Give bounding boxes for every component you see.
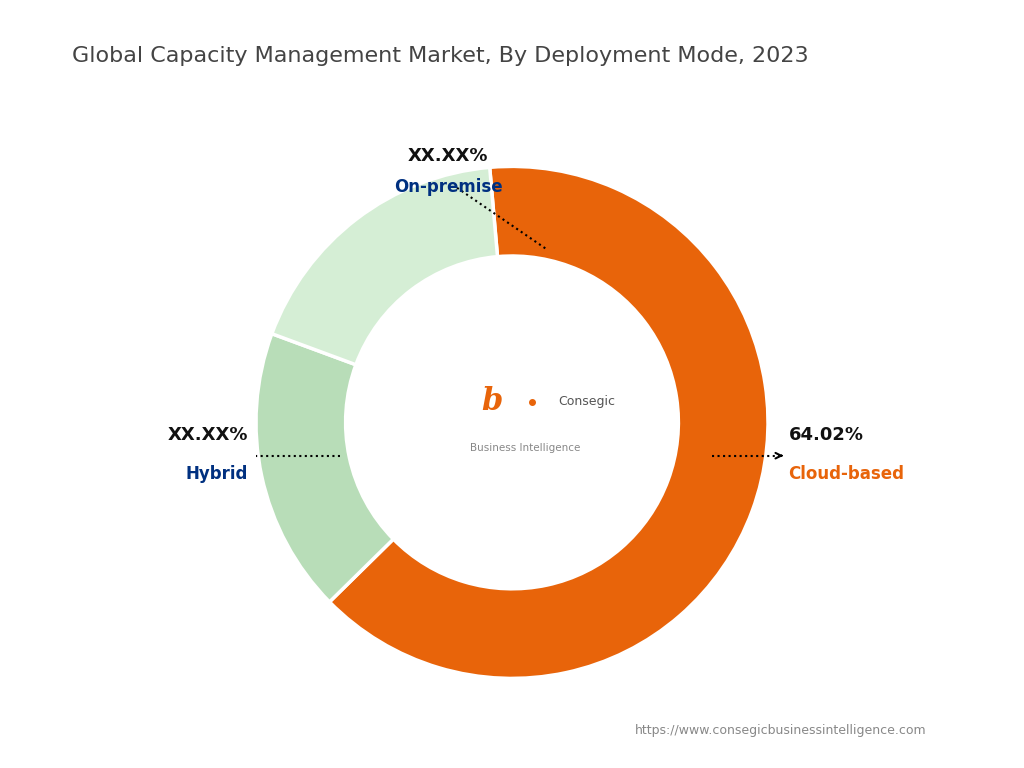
- Text: Global Capacity Management Market, By Deployment Mode, 2023: Global Capacity Management Market, By De…: [72, 46, 808, 66]
- Text: 64.02%: 64.02%: [788, 426, 863, 444]
- Text: Cloud-based: Cloud-based: [788, 465, 904, 482]
- Wedge shape: [256, 334, 393, 602]
- Text: https://www.consegicbusinessintelligence.com: https://www.consegicbusinessintelligence…: [635, 724, 927, 737]
- Wedge shape: [271, 167, 498, 365]
- Text: Hybrid: Hybrid: [186, 465, 249, 482]
- Text: Business Intelligence: Business Intelligence: [470, 443, 580, 453]
- Text: XX.XX%: XX.XX%: [168, 426, 249, 444]
- Text: XX.XX%: XX.XX%: [408, 147, 488, 165]
- Text: Consegic: Consegic: [558, 396, 615, 409]
- Wedge shape: [330, 167, 768, 678]
- Text: On-premise: On-premise: [393, 178, 503, 196]
- Text: b: b: [481, 386, 502, 418]
